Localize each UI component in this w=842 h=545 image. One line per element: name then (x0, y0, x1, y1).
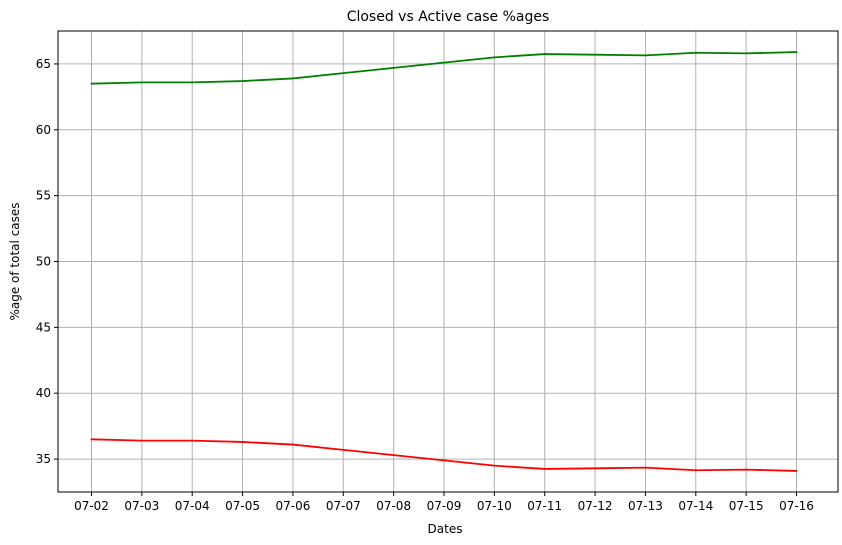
x-tick-label: 07-03 (124, 499, 159, 513)
x-tick-label: 07-11 (527, 499, 562, 513)
x-tick-label: 07-08 (376, 499, 411, 513)
series-line-2 (90, 438, 798, 472)
y-tick-label: 50 (36, 255, 51, 269)
x-tick-label: 07-13 (628, 499, 663, 513)
x-axis-label: Dates (428, 522, 463, 536)
y-tick-label: 65 (36, 57, 51, 71)
y-axis-ticks: 35 40 45 50 55 60 65 (36, 57, 58, 466)
x-axis-ticks: 07-02 07-03 07-04 07-05 07-06 07-07 07-08 07-09… (74, 492, 814, 513)
x-tick-label: 07-10 (477, 499, 512, 513)
y-tick-label: 40 (36, 386, 51, 400)
x-tick-label: 07-05 (225, 499, 260, 513)
y-tick-label: 35 (36, 452, 51, 466)
y-tick-label: 60 (36, 123, 51, 137)
y-tick-label: 55 (36, 189, 51, 203)
y-axis-label: %age of total cases (8, 202, 22, 320)
grid-lines (58, 31, 838, 492)
series-line-1 (90, 51, 798, 85)
x-tick-label: 07-06 (275, 499, 310, 513)
x-tick-label: 07-14 (678, 499, 713, 513)
x-tick-label: 07-16 (779, 499, 814, 513)
x-tick-label: 07-07 (326, 499, 361, 513)
chart-title: Closed vs Active case %ages (347, 9, 550, 25)
x-tick-label: 07-09 (427, 499, 462, 513)
y-tick-label: 45 (36, 320, 51, 334)
x-tick-label: 07-02 (74, 499, 109, 513)
x-tick-label: 07-04 (175, 499, 210, 513)
series-lines (90, 51, 798, 472)
x-tick-label: 07-15 (729, 499, 764, 513)
x-tick-label: 07-12 (578, 499, 613, 513)
